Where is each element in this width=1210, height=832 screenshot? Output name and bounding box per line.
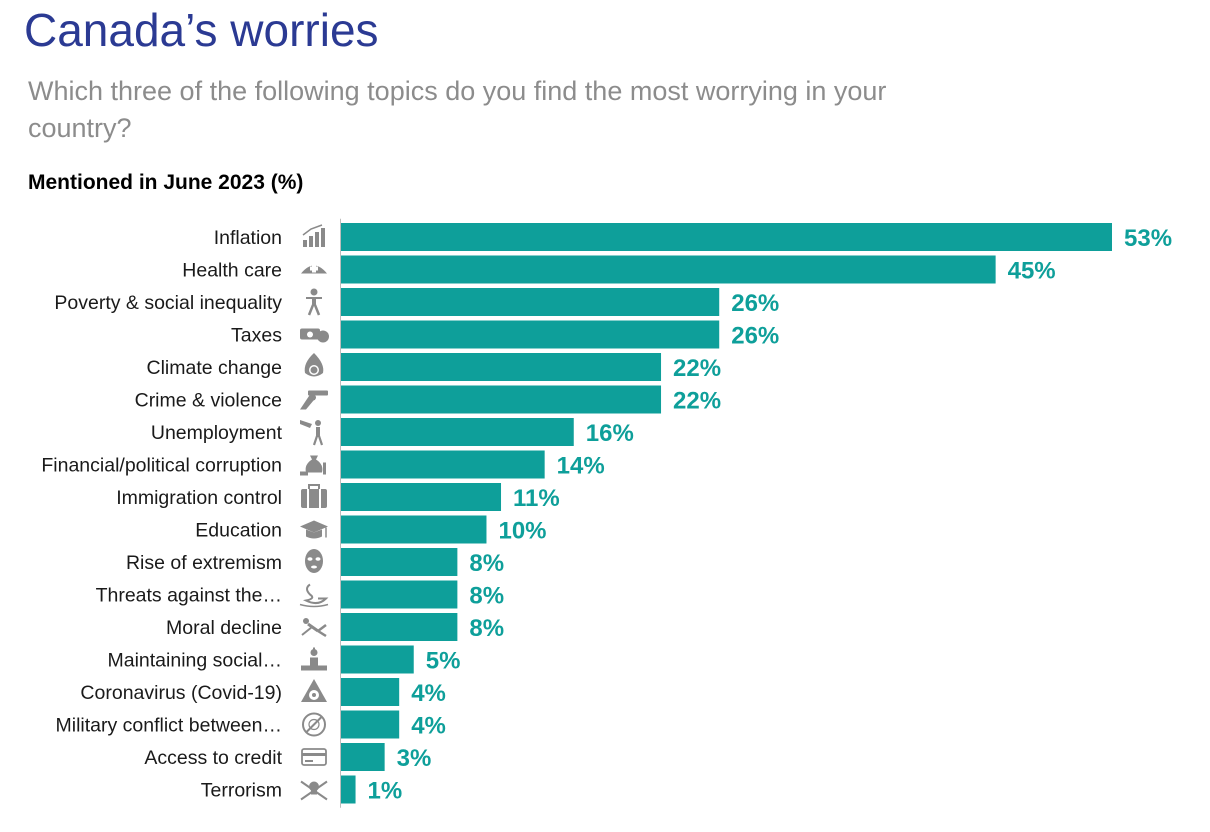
category-label: Military conflict between… (56, 715, 283, 737)
suitcase-icon (301, 484, 327, 508)
category-label: Inflation (214, 227, 282, 249)
value-label: 5% (426, 648, 461, 675)
category-label: Poverty & social inequality (54, 292, 282, 314)
category-label: Climate change (147, 357, 283, 379)
category-label: Threats against the… (96, 585, 282, 607)
money-bag-icon (300, 455, 326, 476)
value-label: 14% (557, 453, 605, 480)
category-label: Unemployment (151, 422, 283, 444)
bar (341, 710, 400, 739)
bar (341, 645, 414, 674)
biohazard-icon (301, 679, 327, 702)
gun-icon (300, 390, 328, 410)
value-label: 4% (411, 713, 446, 740)
value-label: 4% (411, 680, 446, 707)
fallen-figure-icon (301, 618, 327, 638)
value-label: 3% (397, 745, 432, 772)
category-label: Crime & violence (135, 390, 282, 412)
bar (341, 548, 458, 576)
category-label: Access to credit (144, 747, 282, 769)
value-label: 26% (731, 323, 779, 350)
value-label: 11% (513, 485, 560, 512)
no-weapons-icon (302, 712, 326, 737)
person-icon (306, 288, 322, 316)
chart-section-label: Mentioned in June 2023 (%) (28, 171, 304, 194)
bar (341, 450, 545, 479)
category-label: Coronavirus (Covid-19) (80, 682, 282, 704)
value-label: 16% (586, 420, 634, 447)
graduation-cap-icon (300, 520, 328, 539)
chart-subtitle: Which three of the following topics do y… (28, 76, 887, 143)
value-label: 45% (1008, 258, 1056, 285)
burning-globe-icon (304, 353, 324, 377)
value-label: 1% (368, 778, 403, 805)
category-label: Financial/political corruption (41, 455, 282, 477)
bar (341, 288, 720, 316)
category-label: Education (195, 520, 282, 542)
bar (341, 743, 385, 771)
bar (341, 320, 720, 349)
swan-icon (299, 583, 329, 608)
chart-title: Canada’s worries (24, 4, 379, 56)
masked-face-icon (305, 549, 323, 573)
skull-crossbones-icon (300, 780, 328, 801)
value-label: 10% (498, 518, 546, 545)
bar (341, 418, 574, 446)
bar (341, 353, 662, 381)
category-label: Immigration control (116, 487, 282, 509)
bar (341, 483, 502, 511)
bar (341, 223, 1112, 251)
bar (341, 678, 400, 706)
nurse-cap-icon (301, 264, 327, 274)
category-label: Health care (182, 260, 282, 282)
value-label: 53% (1124, 225, 1172, 252)
category-label: Rise of extremism (126, 552, 282, 574)
value-label: 22% (673, 355, 721, 382)
category-label: Maintaining social… (107, 650, 282, 672)
podium-icon (301, 647, 327, 671)
bar (341, 515, 487, 544)
value-label: 8% (469, 615, 504, 642)
bar (341, 580, 458, 609)
money-icon (300, 328, 329, 343)
category-label: Terrorism (201, 780, 282, 802)
value-label: 8% (469, 583, 504, 610)
bar-chart: Inflation 53% Health care 45% Poverty & soci… (41, 218, 1172, 808)
bar (341, 775, 356, 804)
value-label: 22% (673, 388, 721, 415)
credit-card-icon (301, 748, 327, 766)
chart-up-icon (302, 224, 325, 247)
unemployed-person-icon (300, 420, 324, 446)
category-label: Moral decline (166, 617, 282, 639)
value-label: 8% (469, 550, 504, 577)
bar (341, 613, 458, 641)
bar (341, 385, 662, 414)
value-label: 26% (731, 290, 779, 317)
bar (341, 255, 996, 284)
category-label: Taxes (231, 325, 282, 347)
